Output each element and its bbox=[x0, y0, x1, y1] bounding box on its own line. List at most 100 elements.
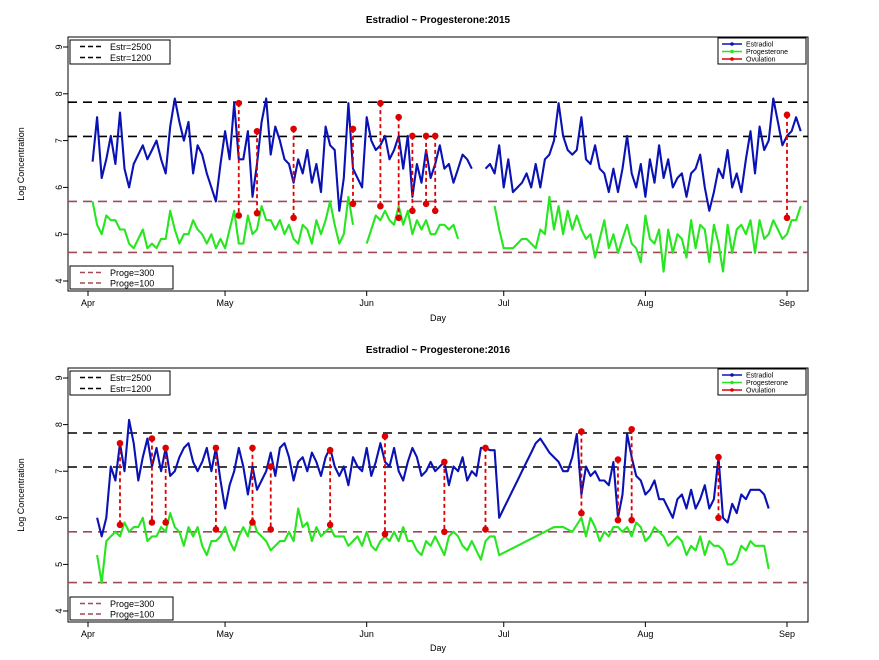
y-tick-label: 4 bbox=[54, 278, 64, 283]
progesterone-line bbox=[96, 507, 770, 585]
x-axis: Apr May Jun Jul Aug Sep Day bbox=[81, 290, 795, 323]
x-tick-label: Jul bbox=[498, 629, 510, 639]
progesterone-line bbox=[365, 205, 460, 244]
legend-estr-1200: Estr=1200 bbox=[110, 384, 151, 394]
legend-ovulation: Ovulation bbox=[746, 57, 776, 64]
ovulation-estradiol-point bbox=[326, 446, 334, 454]
ovulation-progesterone-point bbox=[116, 521, 124, 529]
ovulation-estradiol-point bbox=[395, 113, 402, 121]
y-axis: 4 5 6 7 8 9 Log Concentration bbox=[16, 375, 69, 614]
ovulation-layer bbox=[235, 99, 791, 222]
legend-estradiol: Estradiol bbox=[746, 373, 774, 380]
legend-series: Estradiol Progesterone Ovulation bbox=[717, 37, 807, 65]
legend-proge-100: Proge=100 bbox=[110, 610, 154, 620]
x-tick-label: Sep bbox=[779, 298, 795, 308]
progesterone-line bbox=[91, 195, 355, 250]
x-tick-label: Aug bbox=[637, 298, 653, 308]
ovulation-estradiol-point bbox=[715, 453, 722, 461]
legend-proge-300: Proge=300 bbox=[110, 599, 154, 609]
series-layer bbox=[96, 418, 770, 585]
y-tick-label: 5 bbox=[54, 232, 64, 237]
ovulation-progesterone-point bbox=[431, 207, 439, 215]
ovulation-progesterone-point bbox=[377, 202, 384, 210]
ovulation-progesterone-point bbox=[253, 209, 261, 217]
ovulation-estradiol-point bbox=[431, 132, 439, 140]
y-axis: 4 5 6 7 8 9 Log Concentration bbox=[16, 44, 69, 284]
estradiol-line bbox=[484, 97, 802, 212]
ovulation-progesterone-point bbox=[381, 530, 389, 538]
progesterone-line bbox=[493, 195, 802, 273]
series-layer bbox=[91, 97, 802, 273]
legend-progesterone: Progesterone bbox=[746, 380, 788, 387]
chart-title: Estradiol ~ Progesterone:2016 bbox=[366, 345, 511, 356]
estradiol-line bbox=[91, 97, 473, 212]
legend-estr-1200: Estr=1200 bbox=[110, 53, 151, 63]
y-tick-label: 9 bbox=[54, 375, 64, 380]
x-axis-label: Day bbox=[430, 313, 447, 323]
ovulation-progesterone-point bbox=[614, 516, 622, 524]
ovulation-estradiol-point bbox=[381, 432, 389, 440]
ovulation-estradiol-point bbox=[578, 428, 585, 435]
ovulation-estradiol-point bbox=[249, 444, 256, 452]
ovulation-progesterone-point bbox=[290, 214, 297, 222]
legend-proge-100: Proge=100 bbox=[110, 279, 154, 289]
ovulation-estradiol-point bbox=[148, 435, 156, 442]
ovulation-estradiol-point bbox=[783, 111, 791, 119]
ovulation-progesterone-point bbox=[578, 509, 585, 517]
ovulation-progesterone-point bbox=[422, 200, 430, 208]
panel-2015: Estradiol ~ Progesterone:2015 Apr May Jun J… bbox=[16, 15, 809, 323]
ovulation-progesterone-point bbox=[235, 212, 243, 219]
x-tick-label: Apr bbox=[81, 298, 95, 308]
ovulation-estradiol-point bbox=[267, 463, 275, 470]
legend-progesterone: Progesterone bbox=[746, 49, 788, 56]
y-tick-label: 7 bbox=[54, 138, 64, 143]
x-tick-label: May bbox=[217, 629, 235, 639]
legend-estr-2500: Estr=2500 bbox=[110, 42, 151, 52]
ovulation-estradiol-point bbox=[290, 125, 297, 133]
x-tick-label: Jun bbox=[359, 629, 374, 639]
ovulation-estradiol-point bbox=[441, 458, 448, 466]
ovulation-progesterone-point bbox=[482, 526, 489, 533]
ovulation-estradiol-point bbox=[628, 425, 635, 433]
legend-estr: Estr=2500 Estr=1200 bbox=[69, 39, 171, 65]
y-tick-label: 5 bbox=[54, 562, 64, 567]
y-tick-label: 7 bbox=[54, 469, 64, 474]
ovulation-estradiol-point bbox=[349, 125, 357, 133]
ovulation-estradiol-point bbox=[235, 99, 243, 107]
ovulation-estradiol-point bbox=[116, 439, 124, 447]
ovulation-estradiol-point bbox=[482, 444, 489, 452]
y-tick-label: 6 bbox=[54, 185, 64, 190]
ovulation-progesterone-point bbox=[628, 516, 635, 524]
ovulation-estradiol-point bbox=[253, 127, 261, 135]
ovulation-estradiol-point bbox=[614, 456, 622, 463]
x-tick-label: May bbox=[217, 298, 235, 308]
ovulation-estradiol-point bbox=[212, 444, 220, 452]
x-tick-label: Jun bbox=[359, 298, 374, 308]
ovulation-progesterone-point bbox=[162, 519, 169, 526]
ovulation-progesterone-point bbox=[349, 200, 357, 208]
x-tick-label: Sep bbox=[779, 629, 795, 639]
x-axis: Apr May Jun Jul Aug Sep Day bbox=[81, 621, 795, 653]
legend-proge-300: Proge=300 bbox=[110, 268, 154, 278]
ovulation-estradiol-point bbox=[409, 132, 416, 140]
x-tick-label: Aug bbox=[637, 629, 653, 639]
legend-estr: Estr=2500 Estr=1200 bbox=[69, 370, 171, 396]
ovulation-progesterone-point bbox=[267, 526, 275, 533]
panel-2016: Estradiol ~ Progesterone:2016 Apr May Jun J… bbox=[16, 345, 809, 653]
chart-title: Estradiol ~ Progesterone:2015 bbox=[366, 15, 511, 26]
ovulation-estradiol-point bbox=[162, 444, 169, 452]
legend-ovulation: Ovulation bbox=[746, 388, 776, 395]
ovulation-progesterone-point bbox=[326, 521, 334, 529]
ovulation-progesterone-point bbox=[409, 207, 416, 215]
y-tick-label: 4 bbox=[54, 608, 64, 613]
y-tick-label: 9 bbox=[54, 44, 64, 49]
ovulation-progesterone-point bbox=[212, 526, 220, 533]
x-axis-label: Day bbox=[430, 643, 447, 653]
y-axis-label: Log Concentration bbox=[16, 458, 26, 532]
y-axis-label: Log Concentration bbox=[16, 127, 26, 201]
estradiol-line bbox=[96, 418, 770, 538]
ovulation-layer bbox=[116, 425, 722, 538]
y-tick-label: 8 bbox=[54, 422, 64, 427]
x-tick-label: Apr bbox=[81, 629, 95, 639]
